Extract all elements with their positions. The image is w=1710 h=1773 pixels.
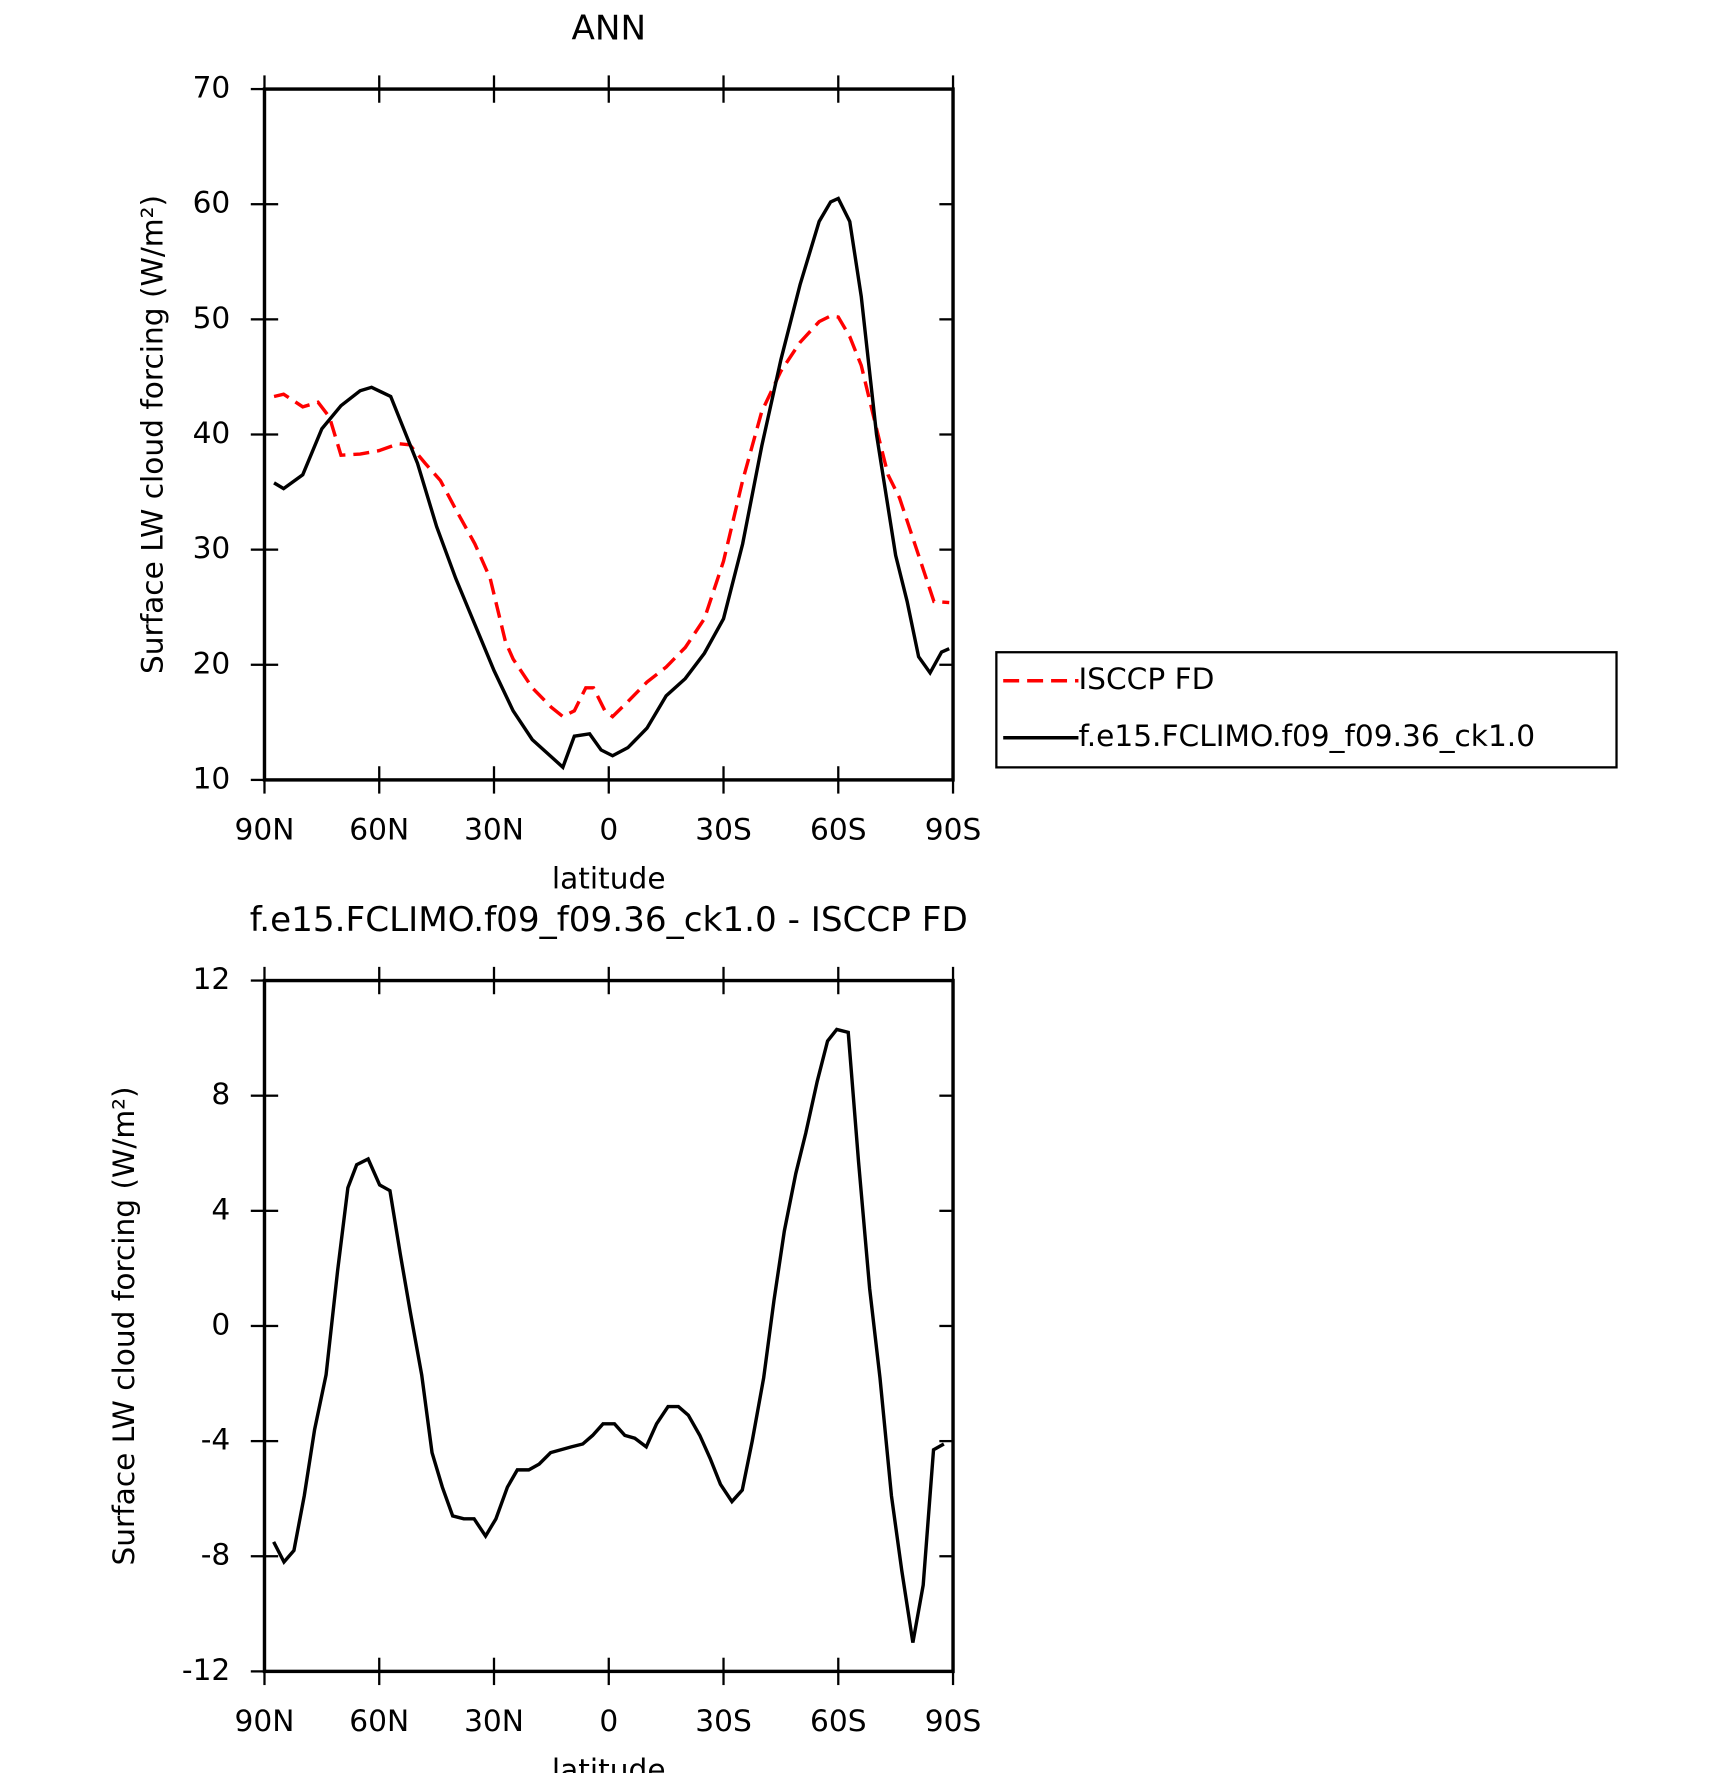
y-tick-label: 8 bbox=[211, 1076, 230, 1111]
y-tick-label: 4 bbox=[211, 1191, 230, 1226]
x-tick-label: 60S bbox=[810, 1703, 867, 1738]
x-tick-label: 90S bbox=[925, 812, 982, 847]
y-axis-label: Surface LW cloud forcing (W/m²) bbox=[134, 195, 169, 674]
y-tick-label: 0 bbox=[211, 1306, 230, 1341]
y-axis-label: Surface LW cloud forcing (W/m²) bbox=[106, 1086, 141, 1565]
chart-title: f.e15.FCLIMO.f09_f09.36_ck1.0 - ISCCP FD bbox=[250, 900, 968, 940]
y-tick-label: 10 bbox=[193, 760, 231, 795]
data-line bbox=[272, 1027, 945, 1643]
x-tick-label: 90N bbox=[235, 812, 295, 847]
y-tick-label: 12 bbox=[193, 961, 231, 996]
x-tick-label: 30N bbox=[464, 1703, 524, 1738]
y-tick-label: -8 bbox=[201, 1537, 231, 1572]
x-axis-label: latitude bbox=[552, 861, 666, 896]
legend-label: f.e15.FCLIMO.f09_f09.36_ck1.0 bbox=[1078, 718, 1535, 753]
y-tick-label: 20 bbox=[193, 645, 231, 680]
data-line bbox=[273, 314, 950, 719]
x-tick-label: 60N bbox=[349, 812, 409, 847]
x-tick-label: 30S bbox=[695, 812, 752, 847]
x-tick-label: 60S bbox=[810, 812, 867, 847]
x-tick-label: 30S bbox=[695, 1703, 752, 1738]
plot-frame bbox=[262, 87, 955, 782]
legend-box bbox=[995, 651, 1618, 769]
legend-label: ISCCP FD bbox=[1078, 661, 1214, 696]
y-tick-label: 40 bbox=[193, 415, 231, 450]
x-tick-label: 0 bbox=[599, 812, 618, 847]
y-tick-label: -4 bbox=[201, 1422, 231, 1457]
y-tick-label: -12 bbox=[182, 1652, 230, 1687]
plot-frame bbox=[262, 978, 955, 1674]
chart-title: ANN bbox=[571, 8, 646, 48]
y-tick-label: 60 bbox=[193, 185, 231, 220]
y-tick-label: 70 bbox=[193, 70, 231, 105]
x-tick-label: 0 bbox=[599, 1703, 618, 1738]
x-tick-label: 90N bbox=[235, 1703, 295, 1738]
y-tick-label: 30 bbox=[193, 530, 231, 565]
data-line bbox=[273, 196, 950, 771]
y-tick-label: 50 bbox=[193, 300, 231, 335]
x-tick-label: 30N bbox=[464, 812, 524, 847]
x-axis-label: latitude bbox=[552, 1752, 666, 1773]
x-tick-label: 90S bbox=[925, 1703, 982, 1738]
x-tick-label: 60N bbox=[349, 1703, 409, 1738]
